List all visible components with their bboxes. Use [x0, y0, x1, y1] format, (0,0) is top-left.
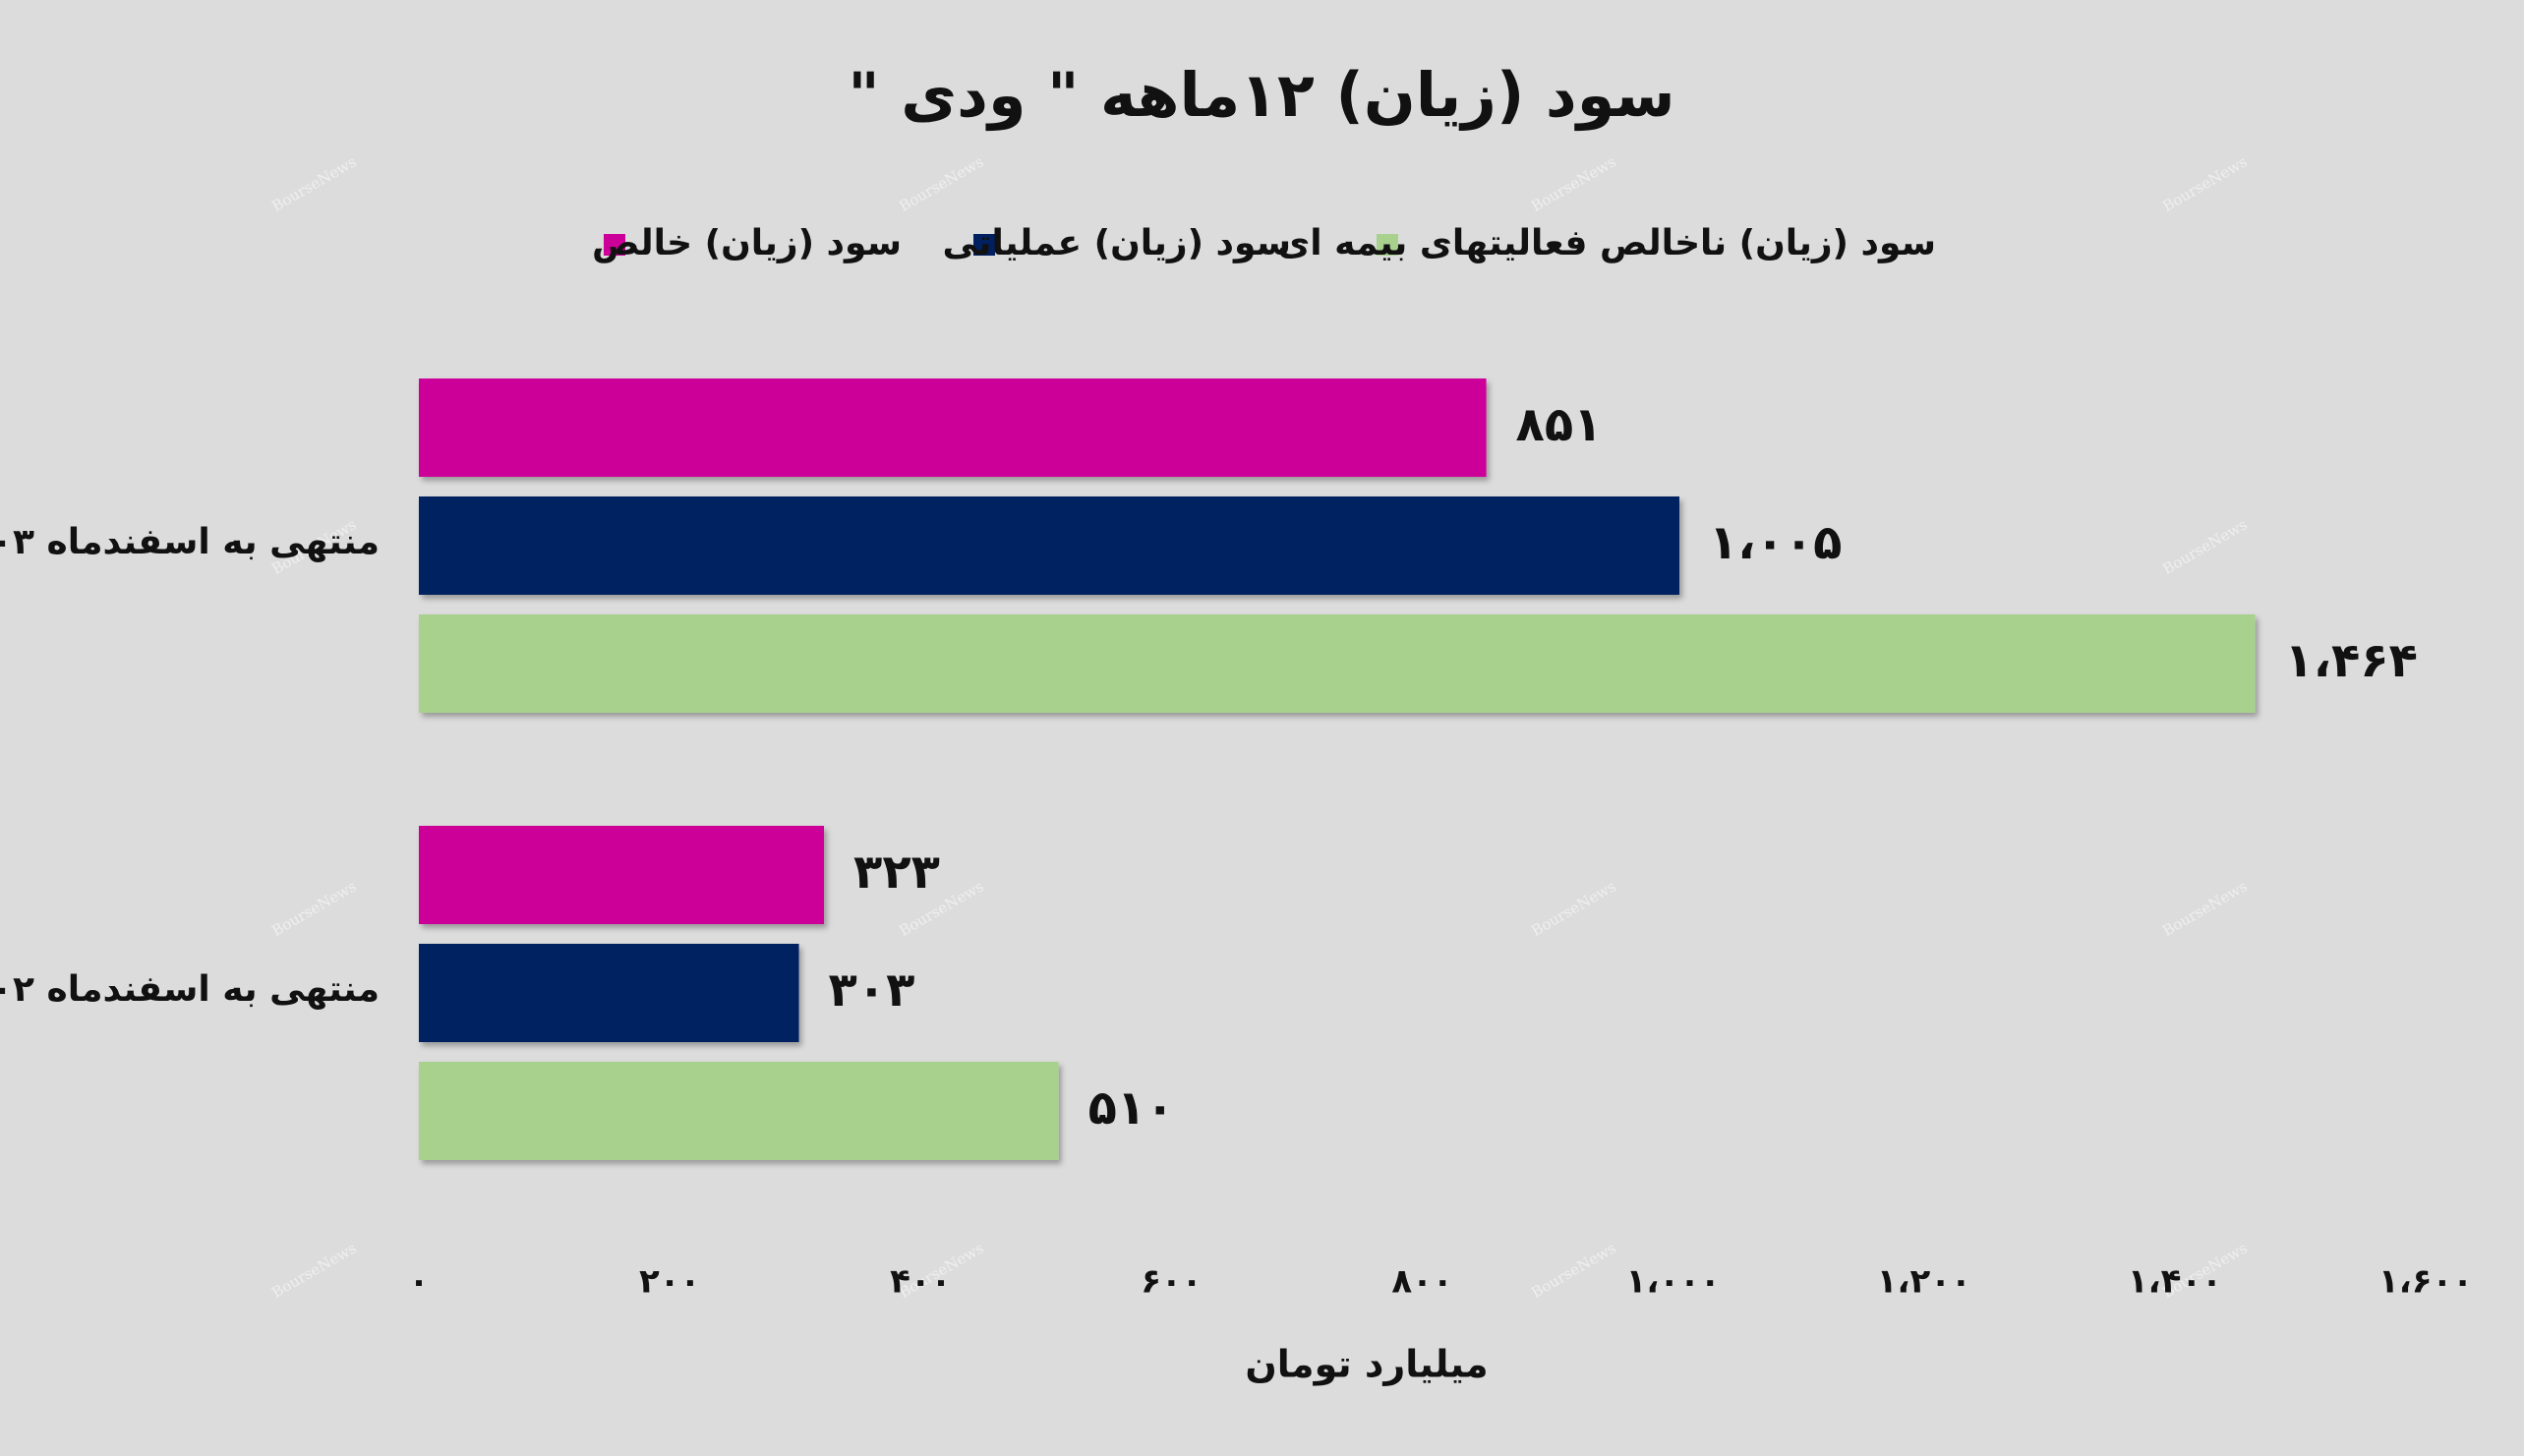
x-tick-label: ۱،۶۰۰: [2378, 1262, 2473, 1302]
x-tick-label: ۴۰۰: [890, 1262, 951, 1302]
x-tick-label: ۱،۴۰۰: [2128, 1262, 2222, 1302]
legend-label: سود (زیان) ناخالص فعالیتهای بیمه ای: [1277, 223, 1936, 263]
value-label: ۸۵۱: [1516, 397, 1603, 452]
bar: [419, 379, 1487, 477]
x-tick-label: ۱،۰۰۰: [1626, 1262, 1721, 1302]
value-label: ۱،۰۰۵: [1709, 515, 1842, 570]
legend-swatch: [973, 234, 995, 256]
bar: [419, 496, 1680, 595]
x-tick-label: ۲۰۰: [639, 1262, 700, 1302]
y-tick-label: منتهی به اسفندماه ۱۴۰۳: [0, 522, 380, 562]
x-tick-label: ۱،۲۰۰: [1877, 1262, 1971, 1302]
x-tick-label: ۰: [409, 1262, 430, 1302]
x-tick-label: ۸۰۰: [1391, 1262, 1452, 1302]
value-label: ۳۲۳: [853, 844, 940, 900]
legend-swatch: [604, 234, 625, 256]
bar: [419, 826, 825, 924]
value-label: ۵۱۰: [1088, 1080, 1175, 1136]
y-tick-label: منتهی به اسفندماه ۱۴۰۲: [0, 969, 380, 1010]
chart-title: سود (زیان) ۱۲ماهه " ودی ": [848, 59, 1674, 131]
x-axis-label: میلیارد تومان: [1245, 1343, 1488, 1386]
bar: [419, 614, 2256, 713]
value-label: ۱،۴۶۴: [2285, 633, 2418, 688]
bar: [419, 1062, 1059, 1160]
legend-label: سود (زیان) خالص: [592, 223, 902, 263]
legend-label: سود (زیان) عملیاتی: [943, 223, 1291, 263]
bar: [419, 944, 799, 1042]
x-tick-label: ۶۰۰: [1141, 1262, 1202, 1302]
value-label: ۳۰۳: [829, 962, 915, 1018]
legend-swatch: [1377, 234, 1398, 256]
